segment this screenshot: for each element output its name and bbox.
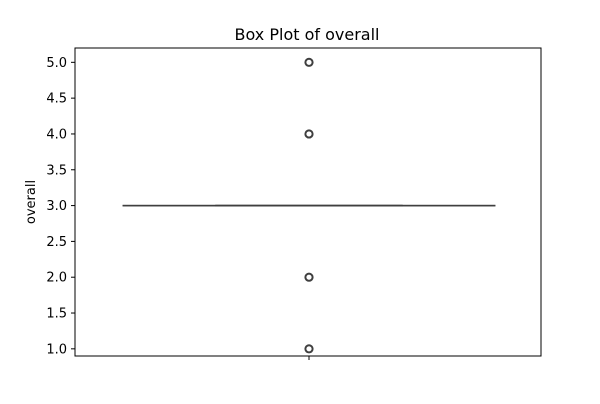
- outlier-point: [305, 274, 312, 281]
- y-tick-label: 4.0: [46, 127, 67, 142]
- plot-area: 1.0 1.5 2.0 2.5 3.0 3.5 4.0 4.5 5.0: [46, 48, 541, 360]
- y-tick-label: 4.5: [46, 92, 67, 107]
- axes-frame: [75, 48, 541, 356]
- y-tick-label: 3.5: [46, 163, 67, 178]
- y-tick-label: 3.0: [46, 199, 67, 214]
- chart-title: Box Plot of overall: [235, 25, 380, 44]
- y-axis-title: overall: [24, 180, 39, 224]
- outlier-point: [305, 130, 312, 137]
- y-tick-label: 1.0: [46, 342, 67, 357]
- outlier-point: [305, 59, 312, 66]
- y-tick-label: 1.5: [46, 307, 67, 322]
- y-tick-label: 2.5: [46, 235, 67, 250]
- outlier-point: [305, 345, 312, 352]
- y-tick-label: 2.0: [46, 271, 67, 286]
- y-tick-label: 5.0: [46, 56, 67, 71]
